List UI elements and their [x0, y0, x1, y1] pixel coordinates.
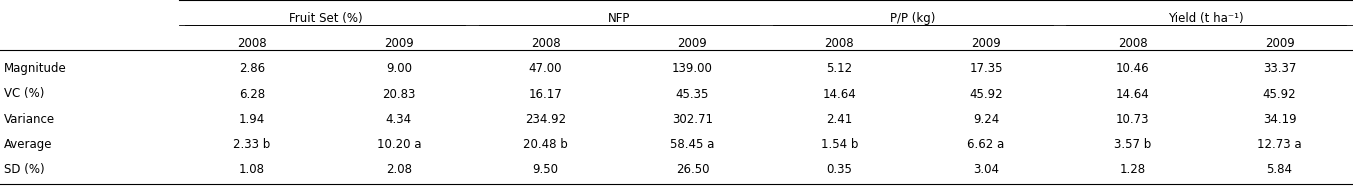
Text: 45.35: 45.35: [675, 87, 709, 101]
Text: 2009: 2009: [971, 37, 1001, 50]
Text: 17.35: 17.35: [969, 62, 1003, 75]
Text: 20.83: 20.83: [382, 87, 415, 101]
Text: 26.50: 26.50: [675, 163, 709, 176]
Text: 9.24: 9.24: [973, 113, 999, 126]
Text: Yield (t ha⁻¹): Yield (t ha⁻¹): [1169, 12, 1243, 25]
Text: 58.45 a: 58.45 a: [670, 138, 714, 151]
Text: 5.84: 5.84: [1266, 163, 1292, 176]
Text: 45.92: 45.92: [969, 87, 1003, 101]
Text: P/P (kg): P/P (kg): [890, 12, 935, 25]
Text: Magnitude: Magnitude: [4, 62, 66, 75]
Text: 5.12: 5.12: [827, 62, 852, 75]
Text: 139.00: 139.00: [672, 62, 713, 75]
Text: 234.92: 234.92: [525, 113, 566, 126]
Text: 47.00: 47.00: [529, 62, 563, 75]
Text: 1.54 b: 1.54 b: [820, 138, 858, 151]
Text: 2009: 2009: [678, 37, 708, 50]
Text: 2009: 2009: [1265, 37, 1295, 50]
Text: 3.04: 3.04: [973, 163, 999, 176]
Text: 16.17: 16.17: [529, 87, 563, 101]
Text: 2.33 b: 2.33 b: [233, 138, 271, 151]
Text: 1.28: 1.28: [1120, 163, 1146, 176]
Text: NFP: NFP: [607, 12, 630, 25]
Text: 2.41: 2.41: [827, 113, 852, 126]
Text: 6.62 a: 6.62 a: [967, 138, 1005, 151]
Text: 10.20 a: 10.20 a: [376, 138, 421, 151]
Text: 14.64: 14.64: [823, 87, 856, 101]
Text: 9.50: 9.50: [533, 163, 559, 176]
Text: 2008: 2008: [824, 37, 854, 50]
Text: 1.08: 1.08: [239, 163, 265, 176]
Text: 12.73 a: 12.73 a: [1257, 138, 1302, 151]
Text: 3.57 b: 3.57 b: [1114, 138, 1151, 151]
Text: 14.64: 14.64: [1116, 87, 1150, 101]
Text: 4.34: 4.34: [386, 113, 411, 126]
Text: 2.08: 2.08: [386, 163, 411, 176]
Text: 9.00: 9.00: [386, 62, 411, 75]
Text: 2008: 2008: [237, 37, 267, 50]
Text: 45.92: 45.92: [1262, 87, 1296, 101]
Text: SD (%): SD (%): [4, 163, 45, 176]
Text: 10.73: 10.73: [1116, 113, 1150, 126]
Text: 6.28: 6.28: [239, 87, 265, 101]
Text: 1.94: 1.94: [239, 113, 265, 126]
Text: 10.46: 10.46: [1116, 62, 1150, 75]
Text: Variance: Variance: [4, 113, 55, 126]
Text: 2.86: 2.86: [239, 62, 265, 75]
Text: 0.35: 0.35: [827, 163, 852, 176]
Text: 34.19: 34.19: [1262, 113, 1296, 126]
Text: Average: Average: [4, 138, 53, 151]
Text: 2009: 2009: [384, 37, 414, 50]
Text: 33.37: 33.37: [1262, 62, 1296, 75]
Text: VC (%): VC (%): [4, 87, 45, 101]
Text: 20.48 b: 20.48 b: [524, 138, 568, 151]
Text: 2008: 2008: [530, 37, 560, 50]
Text: Fruit Set (%): Fruit Set (%): [288, 12, 363, 25]
Text: 2008: 2008: [1118, 37, 1147, 50]
Text: 302.71: 302.71: [672, 113, 713, 126]
